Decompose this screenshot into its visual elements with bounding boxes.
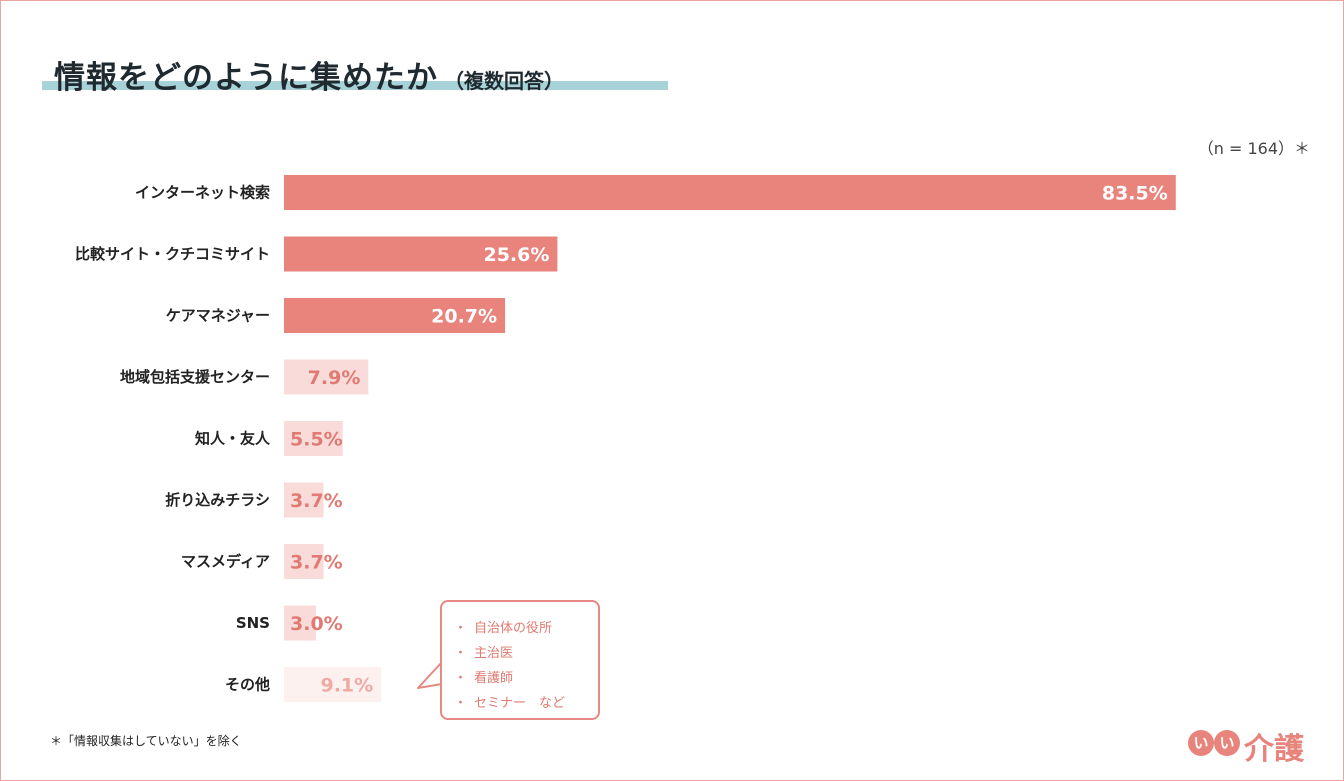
bar: [284, 544, 324, 579]
category-label: その他: [225, 676, 270, 694]
title-underline: [42, 81, 668, 90]
category-label: 比較サイト・クチコミサイト: [75, 245, 270, 263]
bar: [284, 667, 382, 702]
bar: [284, 421, 343, 456]
chart-title-sub: （複数回答）: [444, 69, 564, 93]
bar-value-label: 3.7%: [290, 552, 343, 574]
category-label: マスメディア: [181, 553, 270, 571]
chart-title-main: 情報をどのように集めたか: [54, 60, 438, 96]
bar-value-label: 7.9%: [308, 367, 361, 389]
callout-item-text: 自治体の役所: [474, 621, 553, 636]
category-label: SNS: [236, 614, 270, 632]
sample-size-note: （n = 164）＊: [1197, 139, 1310, 158]
bar: [284, 605, 317, 641]
bar-value-label: 83.5%: [1102, 183, 1168, 205]
callout-bullet: ・: [454, 621, 468, 636]
bar-value-label: 3.7%: [290, 490, 343, 512]
bar-value-label: 3.0%: [290, 613, 343, 635]
logo-text: 介護: [1244, 732, 1304, 767]
callout-item: ・セミナー など: [454, 691, 598, 716]
bar-value-label: 5.5%: [290, 429, 343, 451]
bar-value-label: 20.7%: [431, 306, 497, 328]
callout-item: ・主治医: [454, 641, 598, 666]
other-callout: ・自治体の役所・主治医・看護師・セミナー など: [440, 600, 600, 720]
site-logo: い い 介護: [1188, 726, 1318, 767]
bar-value-label: 9.1%: [320, 675, 373, 697]
callout-bullet: ・: [454, 671, 468, 686]
callout-item: ・自治体の役所: [454, 616, 598, 641]
callout-bullet: ・: [454, 696, 468, 711]
callout-item-text: 主治医: [474, 646, 514, 661]
bar: [284, 482, 324, 518]
bar: [284, 236, 558, 272]
logo-circle-2: い: [1214, 730, 1240, 756]
chart-title: 情報をどのように集めたか （複数回答）: [54, 52, 564, 97]
category-label: インターネット検索: [135, 184, 270, 202]
title-block: 情報をどのように集めたか （複数回答）: [42, 52, 668, 96]
bar: [284, 175, 1176, 210]
callout-item-text: 看護師: [474, 671, 514, 686]
category-label: ケアマネジャー: [166, 307, 270, 325]
bar: [284, 359, 369, 395]
callout-list: ・自治体の役所・主治医・看護師・セミナー など: [454, 616, 598, 716]
callout-item: ・看護師: [454, 666, 598, 691]
bar: [284, 298, 506, 333]
bar-value-label: 25.6%: [483, 244, 549, 266]
logo-circle-1: い: [1188, 730, 1214, 756]
category-label: 折り込みチラシ: [165, 491, 270, 509]
callout-bullet: ・: [454, 646, 468, 661]
category-label: 地域包括支援センター: [120, 368, 270, 386]
category-label: 知人・友人: [195, 430, 271, 448]
callout-item-text: セミナー など: [474, 696, 566, 711]
footnote: ＊「情報収集はしていない」を除く: [50, 734, 242, 748]
